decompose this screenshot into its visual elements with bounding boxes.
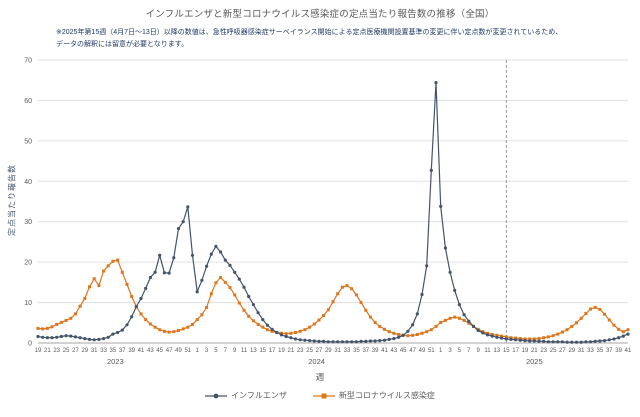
svg-text:19: 19: [522, 348, 529, 354]
svg-text:41: 41: [138, 348, 145, 354]
chart-legend: インフルエンザ 新型コロナウイルス感染症: [0, 390, 640, 401]
svg-text:51: 51: [184, 348, 191, 354]
svg-text:10: 10: [24, 300, 32, 307]
svg-text:7: 7: [224, 348, 228, 354]
svg-text:39: 39: [128, 348, 135, 354]
svg-text:30: 30: [24, 219, 32, 226]
svg-text:33: 33: [100, 348, 107, 354]
svg-text:35: 35: [110, 348, 117, 354]
svg-text:31: 31: [334, 348, 341, 354]
svg-text:70: 70: [24, 58, 32, 65]
svg-text:41: 41: [381, 348, 388, 354]
svg-text:7: 7: [467, 348, 471, 354]
svg-text:23: 23: [53, 348, 60, 354]
svg-text:33: 33: [587, 348, 594, 354]
svg-text:23: 23: [297, 348, 304, 354]
svg-text:25: 25: [550, 348, 557, 354]
svg-text:45: 45: [400, 348, 407, 354]
svg-text:45: 45: [156, 348, 163, 354]
svg-text:25: 25: [63, 348, 70, 354]
legend-item-covid: 新型コロナウイルス感染症: [312, 390, 435, 401]
svg-text:2023: 2023: [107, 357, 124, 366]
legend-item-influenza: インフルエンザ: [205, 390, 287, 401]
svg-text:41: 41: [625, 348, 632, 354]
svg-text:15: 15: [503, 348, 510, 354]
svg-text:35: 35: [353, 348, 360, 354]
svg-text:39: 39: [372, 348, 379, 354]
svg-text:13: 13: [494, 348, 501, 354]
svg-text:9: 9: [233, 348, 237, 354]
legend-label-influenza: インフルエンザ: [231, 391, 287, 400]
svg-text:2024: 2024: [308, 357, 325, 366]
svg-text:27: 27: [316, 348, 323, 354]
chart-title: インフルエンザと新型コロナウイルス感染症の定点当たり報告数の推移（全国）: [145, 9, 495, 20]
svg-text:37: 37: [362, 348, 369, 354]
svg-text:21: 21: [44, 348, 51, 354]
svg-text:21: 21: [288, 348, 295, 354]
svg-text:37: 37: [606, 348, 613, 354]
svg-text:39: 39: [615, 348, 622, 354]
svg-text:31: 31: [578, 348, 585, 354]
chart-footnote: ※2025年第15週（4月7日～13日）以降の数値は、急性呼吸器感染症サーベイラ…: [56, 29, 563, 48]
svg-text:31: 31: [91, 348, 98, 354]
svg-text:3: 3: [448, 348, 452, 354]
svg-text:27: 27: [72, 348, 79, 354]
influenza-legend-marker: [205, 393, 228, 398]
svg-text:17: 17: [512, 348, 519, 354]
svg-text:29: 29: [325, 348, 332, 354]
svg-text:0: 0: [28, 341, 32, 348]
svg-text:15: 15: [259, 348, 266, 354]
x-axis-title: 週: [315, 372, 325, 382]
svg-text:43: 43: [147, 348, 154, 354]
svg-text:19: 19: [35, 348, 42, 354]
svg-text:27: 27: [559, 348, 566, 354]
svg-text:5: 5: [458, 348, 462, 354]
svg-text:35: 35: [597, 348, 604, 354]
svg-text:9: 9: [477, 348, 481, 354]
svg-text:29: 29: [81, 348, 88, 354]
svg-text:51: 51: [428, 348, 435, 354]
svg-text:13: 13: [250, 348, 257, 354]
svg-text:20: 20: [24, 260, 32, 267]
svg-text:43: 43: [391, 348, 398, 354]
svg-text:47: 47: [409, 348, 416, 354]
svg-text:49: 49: [419, 348, 426, 354]
svg-text:11: 11: [241, 348, 248, 354]
svg-text:1: 1: [439, 348, 443, 354]
svg-text:47: 47: [166, 348, 173, 354]
svg-text:2025: 2025: [526, 357, 543, 366]
svg-text:25: 25: [306, 348, 313, 354]
svg-text:23: 23: [540, 348, 547, 354]
svg-text:60: 60: [24, 98, 32, 105]
svg-text:50: 50: [24, 138, 32, 145]
svg-text:29: 29: [568, 348, 575, 354]
svg-text:33: 33: [344, 348, 351, 354]
svg-text:3: 3: [205, 348, 209, 354]
svg-text:11: 11: [484, 348, 491, 354]
svg-text:49: 49: [175, 348, 182, 354]
svg-text:37: 37: [119, 348, 126, 354]
svg-text:19: 19: [278, 348, 285, 354]
svg-text:40: 40: [24, 179, 32, 186]
covid-legend-marker: [312, 393, 335, 398]
svg-text:17: 17: [269, 348, 276, 354]
legend-label-covid: 新型コロナウイルス感染症: [338, 391, 435, 400]
svg-text:21: 21: [531, 348, 538, 354]
svg-text:5: 5: [214, 348, 218, 354]
svg-text:1: 1: [196, 348, 200, 354]
